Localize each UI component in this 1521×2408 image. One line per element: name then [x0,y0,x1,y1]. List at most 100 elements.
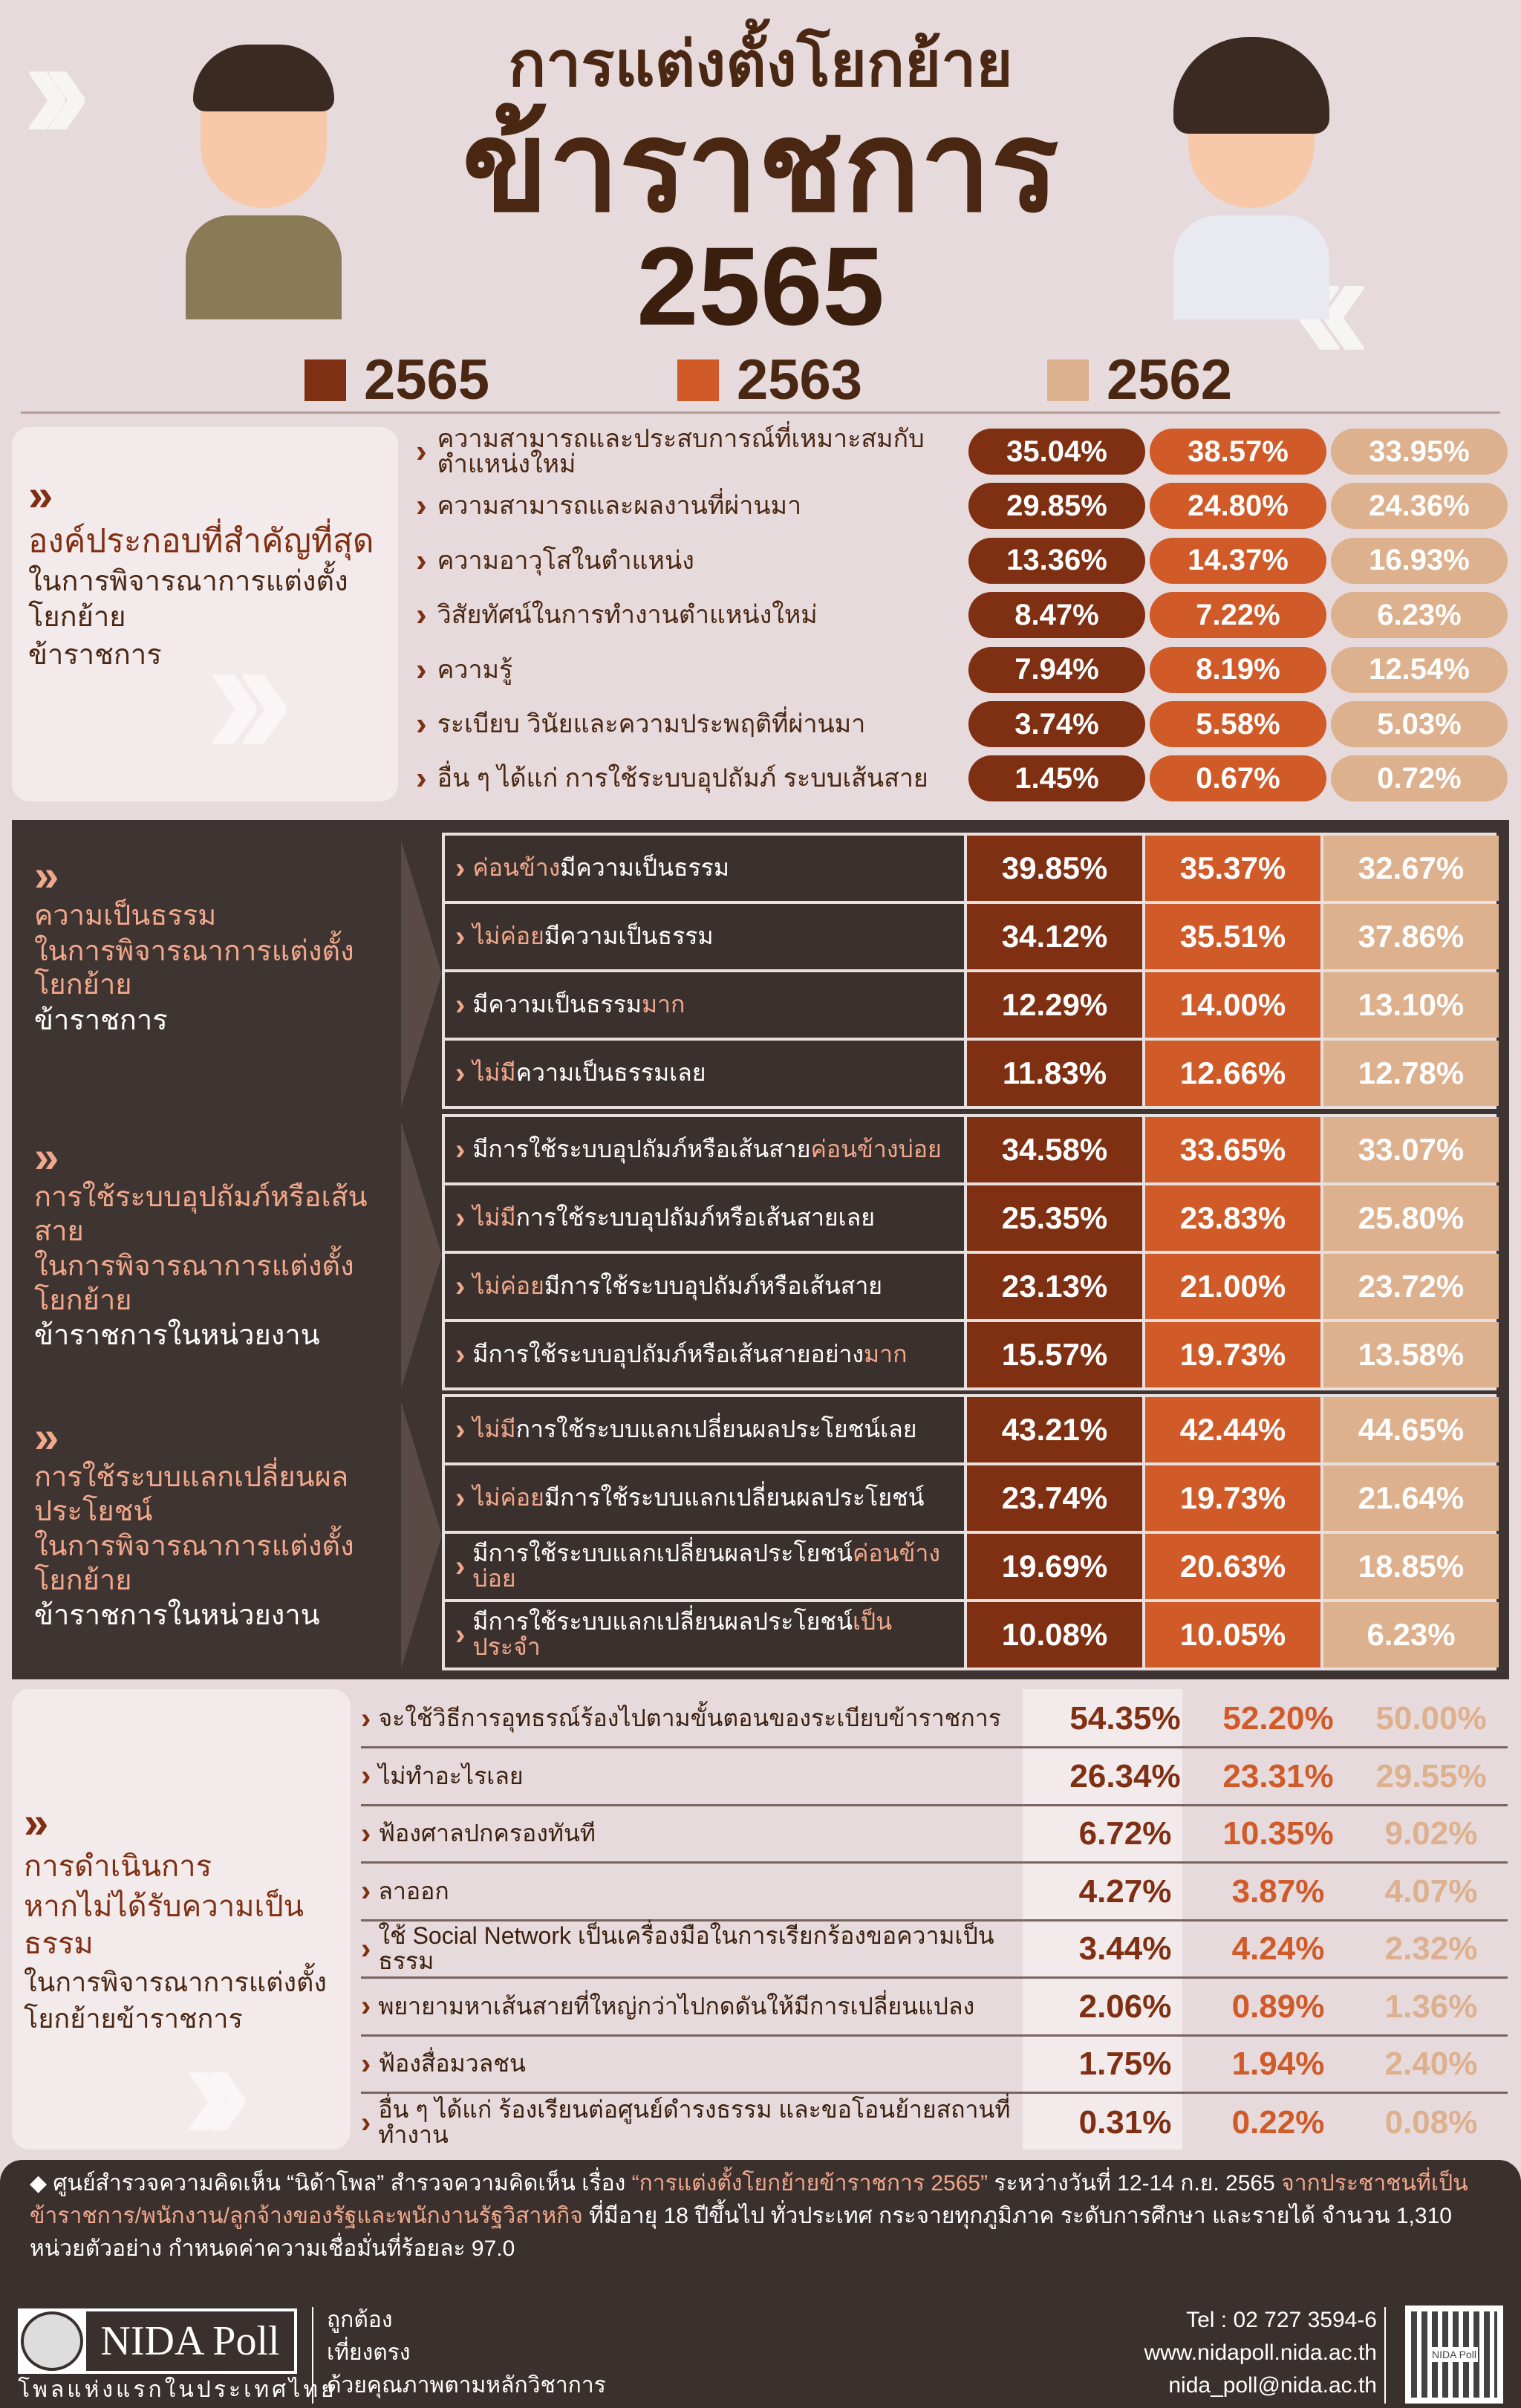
value-2562: 2.32% [1384,1930,1478,1967]
chevron-right-icon: › [455,1056,466,1090]
row-label-text: ไม่ค่อยมีความเป็นธรรม [472,923,713,949]
section2-subtitle: ในการพิจารณาการแต่งตั้งโยกย้าย [34,935,354,1001]
highlight-text: ไม่ค่อย [472,1272,544,1300]
value-cell-2562: 25.80% [1323,1185,1499,1251]
legend-swatch [1047,359,1089,401]
diamond-bullet-icon: ◆ [30,2171,53,2196]
note-text: ระหว่างวันที่ 12-14 ก.ย. 2565 [988,2171,1282,2196]
value-cell-2563: 33.65% [1145,1117,1320,1182]
value-2563: 23.31% [1222,1757,1334,1794]
highlight-text: ค่อนข้างบ่อย [810,1136,942,1163]
section3-subtitle: ในการพิจารณาการแต่งตั้ง [24,1967,327,1997]
chevron-right-icon: › [361,1875,371,1907]
website-link[interactable]: www.nidapoll.nida.ac.th [1144,2340,1377,2365]
value-cell-2562: 18.85% [1323,1534,1499,1599]
pointer-arrow [401,840,442,1107]
value-cell-2562: 44.65% [1323,1397,1499,1462]
value-2563: 10.35% [1222,1815,1334,1852]
action-label: อื่น ๆ ได้แก่ ร้องเรียนต่อศูนย์ดำรงธรรม … [378,2096,1011,2148]
legend-swatch [677,359,719,401]
chevron-right-icon: › [416,487,427,524]
label-text: มีการใช้ระบบอุปถัมภ์หรือเส้นสายอย่าง [472,1341,864,1368]
value-cell-2563: 21.00% [1145,1254,1320,1319]
value-cell-2563: 19.73% [1145,1465,1320,1531]
note-text: ศูนย์สำรวจความคิดเห็น “นิด้าโพล” สำรวจคว… [53,2171,632,2196]
note-highlight: “การแต่งตั้งโยกย้ายข้าราชการ 2565” [631,2171,989,2196]
action-row: › ใช้ Social Network เป็นเครื่องมือในการเ… [361,1921,1508,1979]
label-text: การใช้ระบบแลกเปลี่ยนผลประโยชน์เลย [515,1416,917,1443]
highlight-text: ไม่ค่อย [472,1484,544,1511]
section1-panel: ›› » องค์ประกอบที่สำคัญที่สุด ในการพิจาร… [12,427,398,801]
value-cell-2565: 12.29% [967,972,1142,1038]
email-link[interactable]: nida_poll@nida.ac.th [1168,2373,1377,2398]
qr-code[interactable]: NIDA Poll [1405,2306,1503,2404]
value-2563: 0.89% [1231,1988,1325,2025]
value-pill-2563: 0.67% [1150,755,1326,802]
chevron-right-icon: › [416,433,427,469]
legend-2565: 2565 [304,348,489,412]
section2-heading: » การใช้ระบบแลกเปลี่ยนผลประโยชน์ ในการพิจา… [34,1415,391,1633]
value-pill-2563: 14.37% [1150,537,1326,584]
legend-label: 2563 [737,348,863,411]
chevron-right-icon: › [455,920,466,953]
double-chevron-icon: » [24,1797,48,1847]
highlight-text: มาก [641,991,685,1018]
pointer-arrow [401,1122,442,1389]
value-pill-2562: 5.03% [1331,701,1508,747]
chevron-right-icon: › [361,1760,371,1792]
factor-label: ความอาวุโสในตำแหน่ง [437,546,694,575]
value-pill-2563: 7.22% [1150,592,1326,639]
legend-2562: 2562 [1047,348,1232,412]
chevron-right-icon: › [455,1413,466,1446]
value-2565: 6.72% [1078,1815,1172,1852]
value-pill-2565: 7.94% [968,646,1145,693]
value-cell-2562: 21.64% [1323,1465,1499,1531]
value-cell-2562: 13.10% [1323,972,1499,1038]
table-row: › มีการใช้ระบบอุปถัมภ์หรือเส้นสายอย่างมาก… [445,1322,1499,1387]
value-cell-2565: 19.69% [967,1534,1142,1599]
section2-heading: » การใช้ระบบอุปถัมภ์หรือเส้นสาย ในการพิจาร… [34,1135,391,1353]
chevron-right-icon: › [416,706,427,742]
table-row: › ไม่ค่อยมีการใช้ระบบแลกเปลี่ยนผลประโยชน์… [445,1465,1499,1531]
value-2562: 9.02% [1384,1815,1478,1852]
note-highlight: จากประชาชนที่เป็นข้าราชการ/พนักงาน/ลูกจ้… [30,2171,1468,2228]
row-label: › มีความเป็นธรรมมาก [445,972,964,1038]
qr-label: NIDA Poll [1430,2347,1478,2362]
highlight-text: ไม่มี [472,1204,516,1231]
table-row: › ไม่มีการใช้ระบบแลกเปลี่ยนผลประโยชน์เลย 4… [445,1397,1499,1462]
row-label-text: ไม่มีความเป็นธรรมเลย [472,1060,706,1086]
action-label: ลาออก [378,1877,449,1904]
value-cell-2563: 23.83% [1145,1185,1320,1251]
value-cell-2565: 10.08% [967,1602,1142,1667]
row-label: › มีการใช้ระบบอุปถัมภ์หรือเส้นสายค่อนข้าง… [445,1117,964,1182]
row-label: › มีการใช้ระบบแลกเปลี่ยนผลประโยชน์ค่อนข้า… [445,1534,964,1599]
nida-seal-icon [21,2311,83,2371]
value-cell-2565: 34.58% [967,1117,1142,1182]
factor-label: อื่น ๆ ได้แก่ การใช้ระบบอุปถัมภ์ ระบบเส้… [437,764,928,793]
value-pill-2562: 24.36% [1331,483,1508,530]
value-2565: 54.35% [1069,1700,1181,1737]
logo-tagline: โพลแห่งแรกในประเทศไทย [18,2378,337,2402]
row-label: › ไม่มีการใช้ระบบแลกเปลี่ยนผลประโยชน์เลย [445,1397,964,1462]
value-pill-2565: 3.74% [968,701,1145,747]
value-pill-2565: 8.47% [968,592,1145,639]
legend-label: 2562 [1107,348,1233,411]
chevron-right-icon: › [455,851,466,885]
value-cell-2563: 14.00% [1145,972,1320,1038]
value-pill-2563: 5.58% [1150,701,1326,747]
action-label: ฟ้องศาลปกครองทันที [378,1820,596,1847]
value-pill-2565: 29.85% [968,483,1145,530]
row-label-text: มีการใช้ระบบอุปถัมภ์หรือเส้นสายอย่างมาก [472,1341,907,1368]
value-cell-2563: 42.44% [1145,1397,1320,1462]
table-row: › ไม่มีความเป็นธรรมเลย 11.83% 12.66% 12.78% [445,1041,1499,1106]
value-2565: 1.75% [1078,2046,1172,2082]
factor-label: ความรู้ [437,655,513,684]
motto-line: ด้วยคุณภาพตามหลักวิชาการ [327,2373,606,2398]
table-row: › ไม่ค่อยมีความเป็นธรรม 34.12% 35.51% 37.86% [445,904,1499,969]
value-cell-2562: 32.67% [1323,836,1499,901]
factor-row: › อื่น ๆ ได้แก่ การใช้ระบบอุปถัมภ์ ระบบเส… [416,755,1508,802]
title-line2: ข้าราชการ [462,97,1059,238]
section3-subtitle2: โยกย้ายข้าราชการ [24,2003,243,2034]
value-cell-2562: 13.58% [1323,1322,1499,1387]
row-label-text: มีการใช้ระบบแลกเปลี่ยนผลประโยชน์ค่อนข้าง… [472,1541,957,1591]
